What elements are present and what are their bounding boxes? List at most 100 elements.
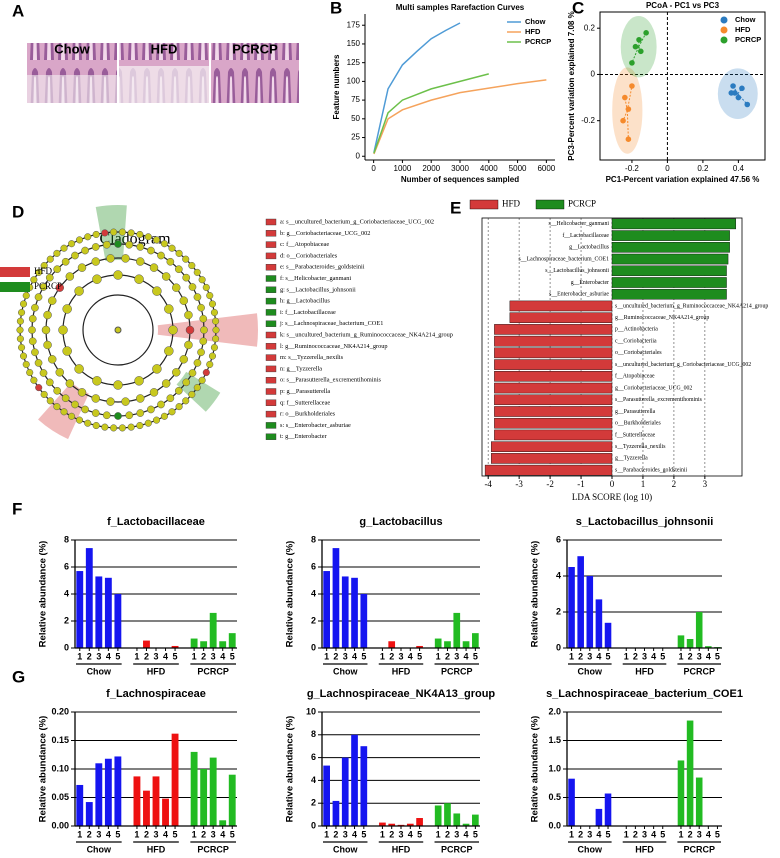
taxon-swatch xyxy=(265,354,277,361)
y-tick-label: 0.2 xyxy=(584,23,596,32)
bar xyxy=(472,814,479,826)
x-tick-label: 5 xyxy=(715,651,720,661)
cladogram-node xyxy=(77,263,87,272)
bar xyxy=(388,823,396,826)
y-tick-label: 75 xyxy=(351,95,360,104)
cladogram-node xyxy=(31,303,39,312)
cladogram-node xyxy=(206,292,214,300)
group-label: PCRCP xyxy=(683,666,715,676)
taxon-label: f: s__Helicobacter_ganmani xyxy=(280,275,351,282)
taxon-swatch xyxy=(265,422,277,429)
x-tick-label: 4 xyxy=(596,829,601,839)
y-tick-label: 8 xyxy=(311,729,316,739)
x-tick-label: -1 xyxy=(577,479,585,489)
bar xyxy=(434,638,442,648)
x-tick-label: 3 xyxy=(211,829,216,839)
x-tick-label: 3 xyxy=(703,479,708,489)
taxon-swatch xyxy=(265,365,277,373)
category-label: g__Parasutterella xyxy=(615,409,656,415)
legend-swatch xyxy=(0,267,30,277)
cladogram-node xyxy=(28,326,36,334)
cladogram-node xyxy=(60,244,68,252)
panel-label: C xyxy=(572,0,584,17)
taxon-label: e: s__Parabacteroides_goldsteinii xyxy=(280,264,365,271)
x-tick-label: 1 xyxy=(380,651,385,661)
histology-image-background xyxy=(119,66,209,103)
bar xyxy=(462,823,470,826)
chart-title: Multi samples Rarefaction Curves xyxy=(396,3,525,12)
bar xyxy=(416,818,423,826)
x-tick-label: 1 xyxy=(77,829,82,839)
y-tick-label: 1.0 xyxy=(548,763,561,773)
bar xyxy=(677,635,685,648)
x-axis-title: PC1-Percent variation explained 47.56 % xyxy=(606,175,760,184)
cladogram-node xyxy=(210,343,218,352)
x-tick-label: 2 xyxy=(333,829,338,839)
cladogram-ring xyxy=(82,294,154,366)
cladogram-node xyxy=(114,240,122,248)
cladogram-node xyxy=(84,419,92,427)
cladogram-node xyxy=(46,397,54,405)
chart-title: f_Lactobacillaceae xyxy=(107,516,205,528)
cladogram-node xyxy=(102,411,111,420)
bar xyxy=(190,638,198,648)
y-tick-label: 0.15 xyxy=(51,735,69,745)
cladogram-node xyxy=(62,346,72,356)
taxon-label: k: s__uncultured_bacterium_g_Ruminococca… xyxy=(280,331,453,338)
bar xyxy=(406,823,414,826)
cladogram-node xyxy=(198,376,206,384)
taxon-label: r: o__Burkholderiales xyxy=(280,411,336,418)
cladogram-node xyxy=(168,325,178,335)
plot-frame xyxy=(481,217,743,477)
y-tick-label: 2 xyxy=(311,798,316,808)
group-label: HFD xyxy=(392,666,411,676)
x-tick-label: 2000 xyxy=(422,164,440,173)
cladogram-node xyxy=(152,416,161,424)
y-tick-label: 0.0 xyxy=(548,820,561,830)
clade-highlight xyxy=(157,313,258,347)
x-tick-label: 3 xyxy=(587,651,592,661)
series-line xyxy=(373,22,461,153)
chart-title: PCoA - PC1 vs PC3 xyxy=(646,1,720,10)
bar xyxy=(143,790,150,826)
bar xyxy=(341,576,349,648)
taxon-label: t: g__Enterobacter xyxy=(280,433,328,440)
cladogram-node xyxy=(75,236,84,244)
cladogram-node xyxy=(62,304,72,314)
cladogram-node xyxy=(188,369,197,377)
bar xyxy=(219,641,227,648)
y-tick-label: 8 xyxy=(311,534,316,544)
x-tick-label: 2 xyxy=(144,829,149,839)
x-tick-label: 1 xyxy=(436,829,441,839)
x-tick-label: 3 xyxy=(398,651,403,661)
cladogram-node xyxy=(157,251,165,260)
panel-label: E xyxy=(450,198,461,217)
x-tick-label: 2 xyxy=(633,651,638,661)
x-axis-title: LDA SCORE (log 10) xyxy=(572,492,652,502)
cladogram-node xyxy=(184,340,193,350)
bar xyxy=(171,645,179,648)
x-tick-label: 1 xyxy=(324,829,329,839)
y-tick-label: 10 xyxy=(306,706,316,716)
y-tick-label: 6 xyxy=(311,561,316,571)
bar xyxy=(76,571,84,648)
x-tick-label: 5 xyxy=(660,651,665,661)
cladogram-node xyxy=(152,236,161,244)
x-tick-label: 2 xyxy=(688,829,693,839)
cladogram-node xyxy=(144,233,152,241)
taxon-swatch xyxy=(265,230,277,237)
cladogram-node xyxy=(45,273,54,282)
taxon-label: p: g__Parasutterella xyxy=(280,388,330,395)
group-label: Chow xyxy=(333,844,358,854)
group-label: PCRCP xyxy=(683,844,715,854)
category-label: f__Sutterellaceae xyxy=(615,431,656,438)
y-tick-label: 6 xyxy=(556,534,561,544)
cladogram-node xyxy=(22,292,30,300)
cladogram-node xyxy=(210,308,218,317)
taxon-swatch xyxy=(265,320,277,327)
cladogram-node xyxy=(30,276,38,284)
taxon-label: d: o__Coriobacteriales xyxy=(280,252,338,259)
x-tick-label: 3 xyxy=(211,651,216,661)
category-label: s__Enterobacter_asburiae xyxy=(549,292,609,298)
